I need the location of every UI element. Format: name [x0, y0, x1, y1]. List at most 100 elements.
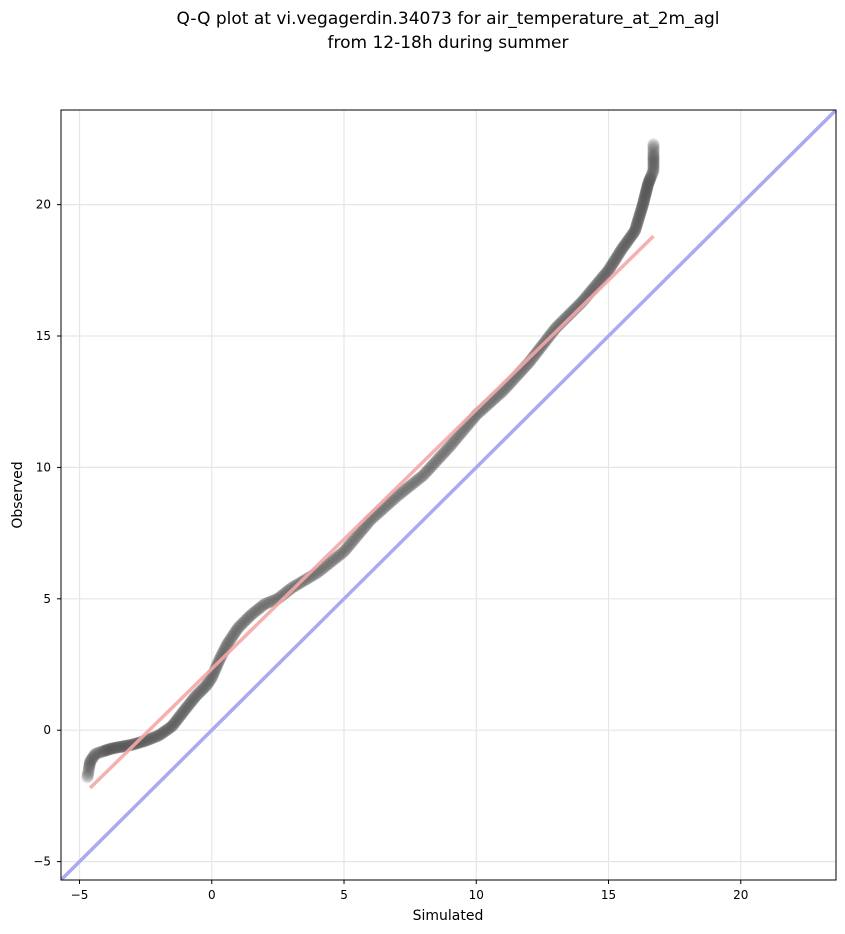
qq-point-344: [623, 232, 636, 245]
y-tick-label-0: −5: [33, 855, 51, 869]
qq-point-32: [95, 745, 108, 758]
qq-point-142: [250, 604, 263, 617]
qq-point-381: [642, 176, 655, 189]
qq-point-145: [256, 599, 269, 612]
qq-point-15: [83, 758, 96, 771]
qq-point-173: [321, 558, 334, 571]
qq-point-178: [332, 550, 345, 563]
qq-point-375: [640, 184, 653, 197]
qq-point-80: [166, 719, 179, 732]
qq-point-379: [641, 179, 654, 192]
qq-point-237: [451, 430, 464, 443]
qq-point-357: [632, 211, 645, 224]
qq-point-181: [338, 544, 351, 557]
qq-point-358: [633, 210, 646, 223]
qq-point-225: [429, 456, 442, 469]
qq-point-139: [244, 609, 257, 622]
qq-point-46: [113, 741, 126, 754]
qq-point-35: [98, 744, 111, 757]
qq-point-370: [638, 191, 651, 204]
qq-point-399: [647, 156, 660, 169]
qq-point-356: [632, 213, 645, 226]
qq-point-385: [644, 171, 657, 184]
qq-point-48: [116, 740, 129, 753]
qq-point-129: [227, 628, 240, 641]
qq-point-20: [85, 754, 98, 767]
qq-point-103: [197, 682, 210, 695]
qq-point-235: [448, 435, 461, 448]
qq-point-371: [638, 190, 651, 203]
qq-point-177: [330, 551, 343, 564]
y-axis-ticks: −5 0 5 10 15 20: [33, 198, 61, 869]
y-tick-label-1: 0: [43, 723, 51, 737]
qq-point-190: [355, 524, 368, 537]
qq-point-212: [401, 481, 414, 494]
qq-point-44: [110, 741, 123, 754]
qq-point-179: [334, 548, 347, 561]
qq-point-391: [647, 164, 660, 177]
qq-point-95: [185, 695, 198, 708]
qq-point-26: [88, 748, 101, 761]
qq-point-146: [258, 597, 271, 610]
qq-point-289: [545, 326, 558, 339]
qq-point-1: [81, 770, 94, 783]
identity-line-segment: [61, 110, 836, 880]
qq-point-372: [639, 188, 652, 201]
qq-point-182: [340, 542, 353, 555]
qq-point-100: [193, 686, 206, 699]
qq-point-66: [144, 732, 157, 745]
qq-point-132: [231, 622, 244, 635]
qq-point-411: [647, 144, 660, 157]
qq-point-392: [647, 163, 660, 176]
x-tick-label-3: 10: [469, 888, 484, 902]
qq-point-226: [430, 454, 443, 467]
qq-point-77: [162, 722, 175, 735]
qq-point-398: [647, 157, 660, 170]
qq-point-343: [622, 234, 635, 247]
qq-point-221: [421, 465, 434, 478]
qq-point-104: [199, 680, 212, 693]
qq-point-49: [118, 740, 131, 753]
qq-point-378: [641, 180, 654, 193]
qq-point-215: [408, 476, 421, 489]
qq-point-404: [647, 151, 660, 164]
qq-point-143: [252, 602, 265, 615]
qq-point-347: [626, 228, 639, 241]
qq-point-42: [108, 742, 121, 755]
qq-point-218: [415, 471, 428, 484]
qq-point-324: [600, 266, 613, 279]
qq-point-322: [598, 269, 611, 282]
qq-point-7: [82, 766, 95, 779]
qq-point-400: [647, 155, 660, 168]
qq-point-214: [406, 478, 419, 491]
qq-point-85: [173, 711, 186, 724]
qq-point-389: [646, 167, 659, 180]
qq-point-81: [168, 717, 181, 730]
qq-point-124: [220, 638, 233, 651]
qq-point-136: [239, 614, 252, 627]
x-axis-label: Simulated: [413, 908, 484, 924]
qq-point-97: [188, 691, 201, 704]
qq-point-376: [640, 183, 653, 196]
fit-line: [88, 234, 655, 790]
qq-point-130: [229, 626, 242, 639]
qq-point-131: [230, 624, 243, 637]
qq-point-406: [647, 149, 660, 162]
qq-point-73: [156, 727, 169, 740]
qq-point-88: [176, 706, 189, 719]
y-tick-label-4: 15: [36, 329, 51, 343]
qq-point-231: [440, 443, 453, 456]
qq-point-43: [109, 741, 122, 754]
qq-point-236: [449, 433, 462, 446]
qq-point-180: [336, 546, 349, 559]
qq-point-223: [425, 460, 438, 473]
qq-point-362: [635, 203, 648, 216]
qq-point-6: [82, 766, 95, 779]
qq-point-232: [442, 441, 455, 454]
qq-point-3: [81, 769, 94, 782]
qq-point-415: [647, 141, 660, 154]
data-points: [81, 138, 660, 784]
qq-point-217: [412, 472, 425, 485]
qq-point-175: [325, 555, 338, 568]
qq-point-106: [202, 677, 215, 690]
